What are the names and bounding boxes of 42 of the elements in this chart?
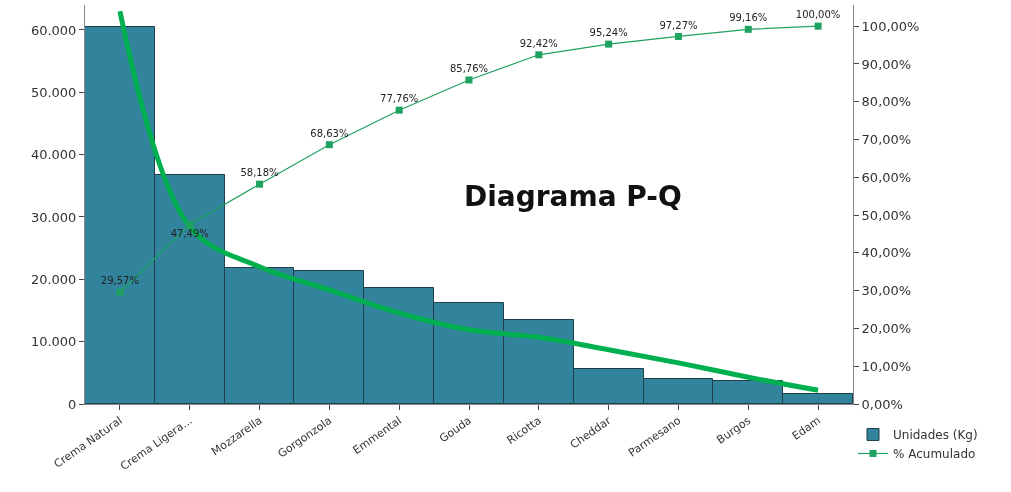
y2-tick-label: 70,00% (861, 132, 912, 148)
y2-tick-label: 90,00% (861, 56, 912, 72)
data-label: 29,57% (100, 275, 139, 287)
data-label: 92,42% (519, 37, 558, 49)
data-label: 100,00% (795, 9, 841, 21)
legend-label: % Acumulado (893, 447, 976, 462)
data-label: 58,18% (240, 167, 279, 179)
point (116, 288, 124, 296)
point (605, 40, 613, 48)
y-tick-label: 20.000 (30, 271, 77, 287)
y2-tick-label: 20,00% (861, 320, 912, 336)
y2-tick-label: 0,00% (861, 396, 903, 412)
y2-tick-label: 50,00% (861, 207, 912, 223)
point (395, 106, 403, 114)
y-tick-label: 50.000 (30, 84, 77, 100)
y-tick-label: 60.000 (30, 22, 77, 38)
point (674, 32, 682, 40)
y2-tick-label: 40,00% (861, 245, 912, 261)
point (744, 25, 752, 33)
y2-tick-label: 60,00% (861, 169, 912, 185)
point (465, 76, 473, 84)
point (535, 51, 543, 59)
point (256, 180, 264, 188)
data-label: 68,63% (310, 127, 349, 139)
data-label: 95,24% (589, 27, 628, 39)
y-tick-label: 0 (68, 396, 77, 412)
y2-tick-label: 30,00% (861, 283, 912, 299)
y2-tick-label: 10,00% (861, 358, 912, 374)
data-label: 99,16% (729, 12, 768, 24)
text: Diagrama P-Q (464, 180, 682, 213)
legend-label: Unidades (Kg) (893, 428, 978, 443)
data-label: 85,76% (449, 63, 489, 75)
y2-tick-label: 80,00% (861, 94, 912, 110)
point (325, 141, 333, 149)
point (814, 22, 822, 30)
y2-tick-label: 100,00% (861, 18, 920, 34)
y-tick-label: 10.000 (30, 334, 77, 350)
y-tick-label: 40.000 (30, 147, 77, 163)
data-label: 77,76% (380, 93, 419, 105)
point (186, 221, 194, 229)
data-label: 97,27% (659, 19, 698, 31)
y-tick-label: 30.000 (30, 209, 77, 225)
